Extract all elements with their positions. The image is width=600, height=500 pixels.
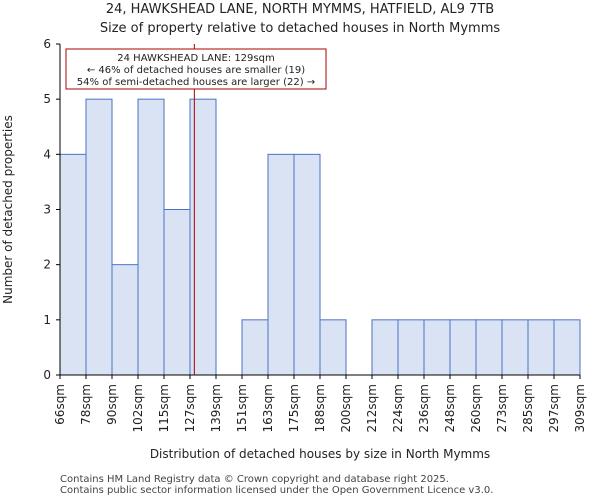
y-tick-label: 3 — [43, 203, 51, 217]
x-tick-label: 102sqm — [131, 384, 145, 432]
y-tick-label: 5 — [43, 92, 51, 106]
bar-90sqm — [111, 264, 139, 376]
x-tick-label: 188sqm — [313, 384, 327, 432]
bar-273sqm — [501, 319, 529, 376]
annotation-title: 24 HAWKSHEAD LANE: 129sqm — [117, 53, 274, 64]
x-tick-label: 163sqm — [261, 384, 275, 432]
y-tick-label: 1 — [43, 313, 51, 327]
x-tick-label: 78sqm — [79, 384, 93, 425]
x-tick-label: 151sqm — [235, 384, 249, 432]
bar-212sqm — [371, 319, 399, 376]
x-tick-label: 309sqm — [573, 384, 587, 432]
x-tick-label: 175sqm — [287, 384, 301, 432]
x-tick-label: 127sqm — [183, 384, 197, 432]
x-tick-label: 212sqm — [365, 384, 379, 432]
y-tick-label: 0 — [43, 368, 51, 382]
x-tick-label: 224sqm — [391, 384, 405, 432]
y-tick-label: 4 — [43, 147, 51, 161]
x-ticks: 66sqm 78sqm 90sqm 102sqm 115sqm 127sqm 139sqm 1… — [53, 375, 587, 432]
annotation-border — [65, 48, 327, 90]
footer-copyright: Contains HM Land Registry data © Crown c… — [60, 474, 449, 485]
y-tick-label: 2 — [43, 258, 51, 272]
bar-236sqm — [423, 319, 451, 376]
x-tick-label: 248sqm — [443, 384, 457, 432]
bar-78sqm — [85, 98, 113, 376]
x-tick-label: 115sqm — [157, 384, 171, 432]
chart-subtitle: Size of property relative to detached ho… — [99, 21, 501, 36]
x-tick-label: 285sqm — [521, 384, 535, 432]
y-tick-label: 6 — [43, 37, 51, 51]
annotation-smaller: ← 46% of detached houses are smaller (19… — [87, 65, 305, 76]
x-tick-label: 90sqm — [105, 384, 119, 425]
annotation-box: 24 HAWKSHEAD LANE: 129sqm ← 46% of detac… — [65, 48, 327, 90]
x-tick-label: 66sqm — [53, 384, 67, 425]
x-tick-label: 200sqm — [339, 384, 353, 432]
bar-297sqm — [553, 319, 581, 376]
bar-151sqm — [241, 319, 269, 376]
x-tick-label: 273sqm — [495, 384, 509, 432]
bar-224sqm — [397, 319, 425, 376]
x-tick-label: 297sqm — [547, 384, 561, 432]
y-ticks: 0 1 2 3 4 5 6 — [43, 37, 60, 382]
bar-260sqm — [475, 319, 503, 376]
x-tick-label: 260sqm — [469, 384, 483, 432]
bar-285sqm — [527, 319, 555, 376]
bar-115sqm — [163, 209, 191, 376]
bar-248sqm — [449, 319, 477, 376]
x-tick-label: 139sqm — [209, 384, 223, 432]
footer-licence: Contains public sector information licen… — [60, 485, 494, 496]
bar-series — [59, 98, 581, 376]
bar-102sqm — [137, 98, 165, 376]
chart-title: 24, HAWKSHEAD LANE, NORTH MYMMS, HATFIEL… — [105, 2, 495, 17]
annotation-larger: 54% of semi-detached houses are larger (… — [77, 77, 315, 88]
x-tick-label: 236sqm — [417, 384, 431, 432]
bar-188sqm — [319, 319, 347, 376]
y-axis-label: Number of detached properties — [1, 115, 15, 304]
bar-163sqm — [267, 153, 295, 376]
bar-66sqm — [59, 153, 87, 376]
x-axis-label: Distribution of detached houses by size … — [150, 447, 490, 461]
bar-175sqm — [293, 153, 321, 376]
